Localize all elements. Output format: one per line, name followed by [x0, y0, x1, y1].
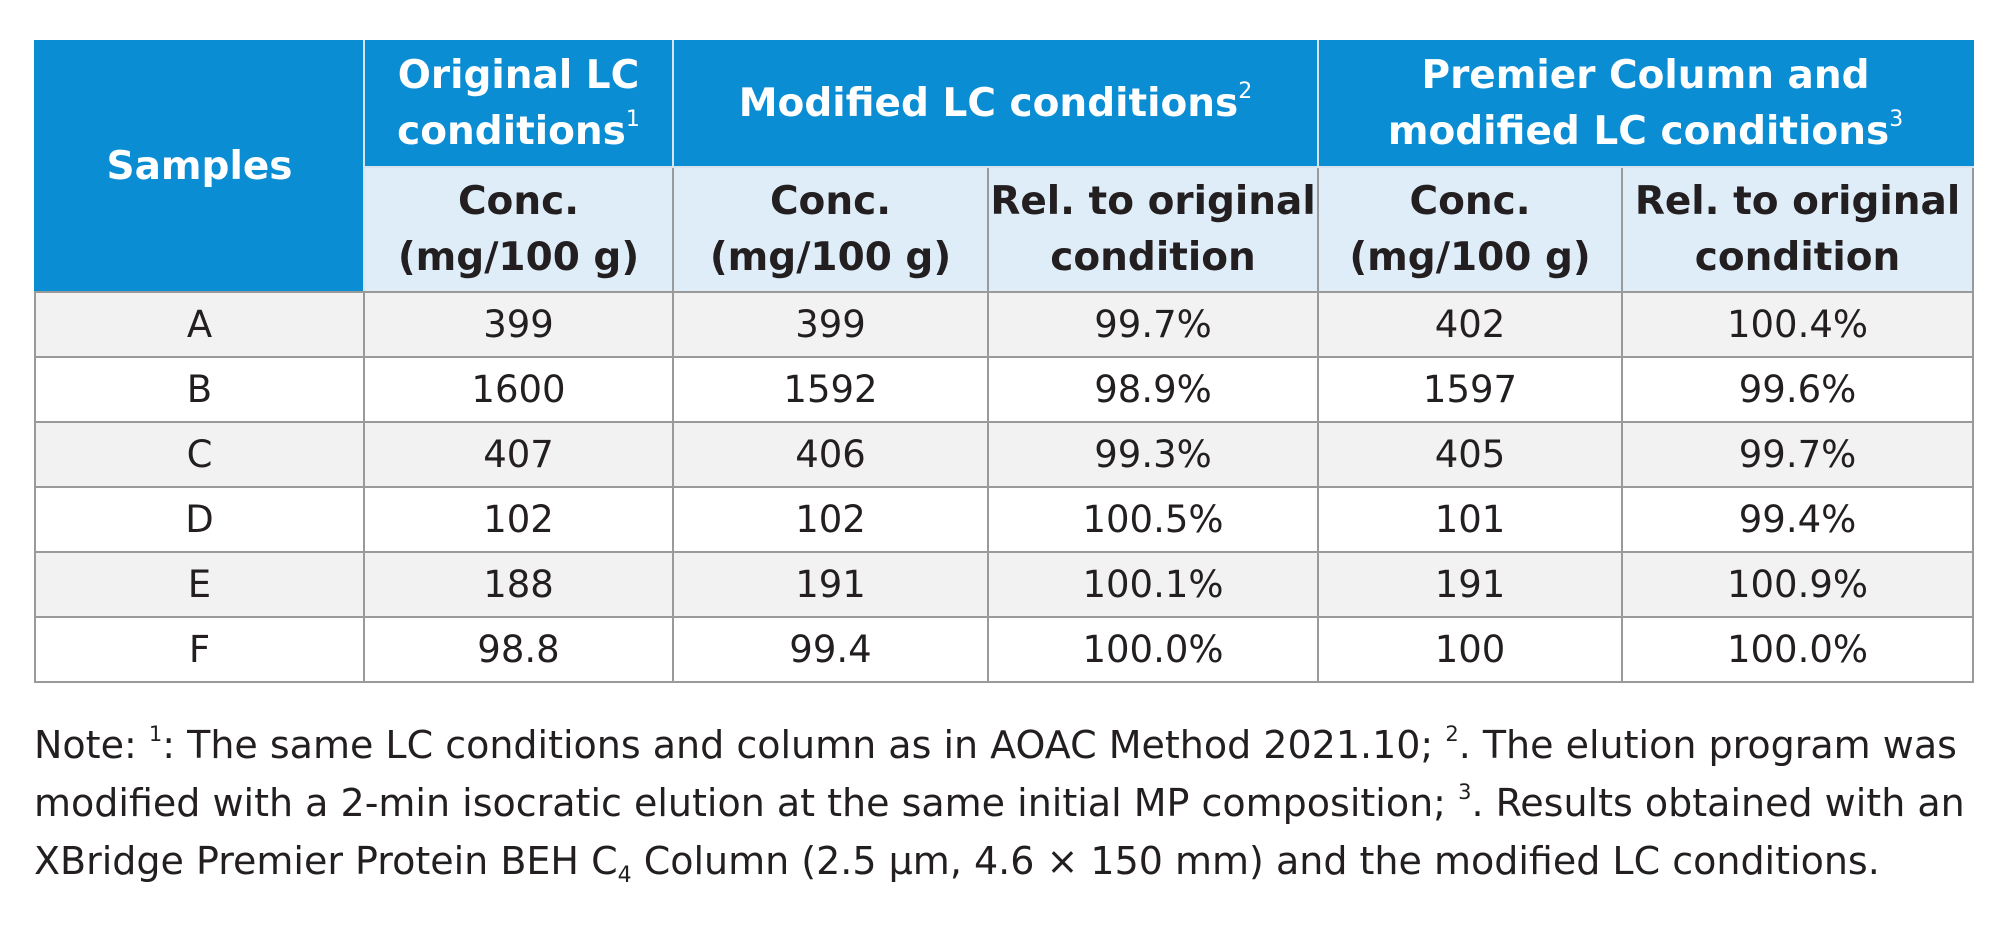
premier-conc-cell: 191: [1317, 551, 1624, 618]
sample-cell: D: [34, 486, 365, 553]
premier-rel-cell: 99.7%: [1621, 421, 1975, 488]
premier-conc-cell: 405: [1317, 421, 1624, 488]
table-row: D 102 102 100.5% 101 99.4%: [34, 486, 1975, 553]
original-conc-cell: 407: [363, 421, 674, 488]
premier-conc-cell: 101: [1317, 486, 1624, 553]
premier-conc-cell: 100: [1317, 616, 1624, 683]
original-conc-cell: 399: [363, 291, 674, 358]
premier-rel-header: Rel. to original condition: [1621, 166, 1975, 293]
original-conc-header: Conc. (mg/100 g): [363, 166, 674, 293]
samples-header: Samples: [34, 40, 365, 293]
sample-cell: C: [34, 421, 365, 488]
modified-conc-cell: 99.4: [672, 616, 989, 683]
modified-conc-cell: 191: [672, 551, 989, 618]
sample-cell: A: [34, 291, 365, 358]
table-row: A 399 399 99.7% 402 100.4%: [34, 291, 1975, 358]
original-conc-cell: 188: [363, 551, 674, 618]
modified-rel-cell: 100.0%: [986, 616, 1320, 683]
sample-cell: F: [34, 616, 365, 683]
original-conc-cell: 1600: [363, 356, 674, 423]
modified-conc-cell: 406: [672, 421, 989, 488]
modified-rel-cell: 100.5%: [986, 486, 1320, 553]
table-row: E 188 191 100.1% 191 100.9%: [34, 551, 1975, 618]
original-lc-header: Original LC conditions1: [363, 40, 674, 168]
modified-rel-cell: 99.7%: [986, 291, 1320, 358]
modified-rel-cell: 98.9%: [986, 356, 1320, 423]
premier-rel-cell: 100.0%: [1621, 616, 1975, 683]
premier-rel-cell: 99.6%: [1621, 356, 1975, 423]
original-conc-cell: 98.8: [363, 616, 674, 683]
modified-lc-header: Modified LC conditions2: [671, 40, 1320, 168]
modified-conc-cell: 102: [672, 486, 989, 553]
premier-column-header: Premier Column and modified LC condition…: [1317, 40, 1975, 168]
premier-conc-cell: 402: [1317, 291, 1624, 358]
header-row-sub: Conc. (mg/100 g) Conc. (mg/100 g) Rel. t…: [35, 166, 1975, 293]
premier-rel-cell: 100.4%: [1621, 291, 1975, 358]
modified-conc-cell: 1592: [672, 356, 989, 423]
header-row-group: Samples Original LC conditions1 Modified…: [34, 40, 1975, 293]
sample-cell: B: [34, 356, 365, 423]
table-row: C 407 406 99.3% 405 99.7%: [34, 421, 1975, 488]
premier-rel-cell: 99.4%: [1621, 486, 1975, 553]
modified-conc-header: Conc. (mg/100 g): [672, 166, 989, 293]
original-conc-cell: 102: [363, 486, 674, 553]
table-row: F 98.8 99.4 100.0% 100 100.0%: [34, 616, 1975, 683]
premier-rel-cell: 100.9%: [1621, 551, 1975, 618]
modified-conc-cell: 399: [672, 291, 989, 358]
premier-conc-header: Conc. (mg/100 g): [1317, 166, 1624, 293]
results-table-container: Samples Original LC conditions1 Modified…: [34, 40, 1975, 683]
modified-rel-cell: 100.1%: [986, 551, 1320, 618]
results-table: Samples Original LC conditions1 Modified…: [34, 40, 1975, 683]
modified-rel-cell: 99.3%: [986, 421, 1320, 488]
table-row: B 1600 1592 98.9% 1597 99.6%: [34, 356, 1975, 423]
premier-conc-cell: 1597: [1317, 356, 1624, 423]
sample-cell: E: [34, 551, 365, 618]
modified-rel-header: Rel. to original condition: [986, 166, 1320, 293]
table-footnote: Note: 1: The same LC conditions and colu…: [34, 722, 1965, 888]
